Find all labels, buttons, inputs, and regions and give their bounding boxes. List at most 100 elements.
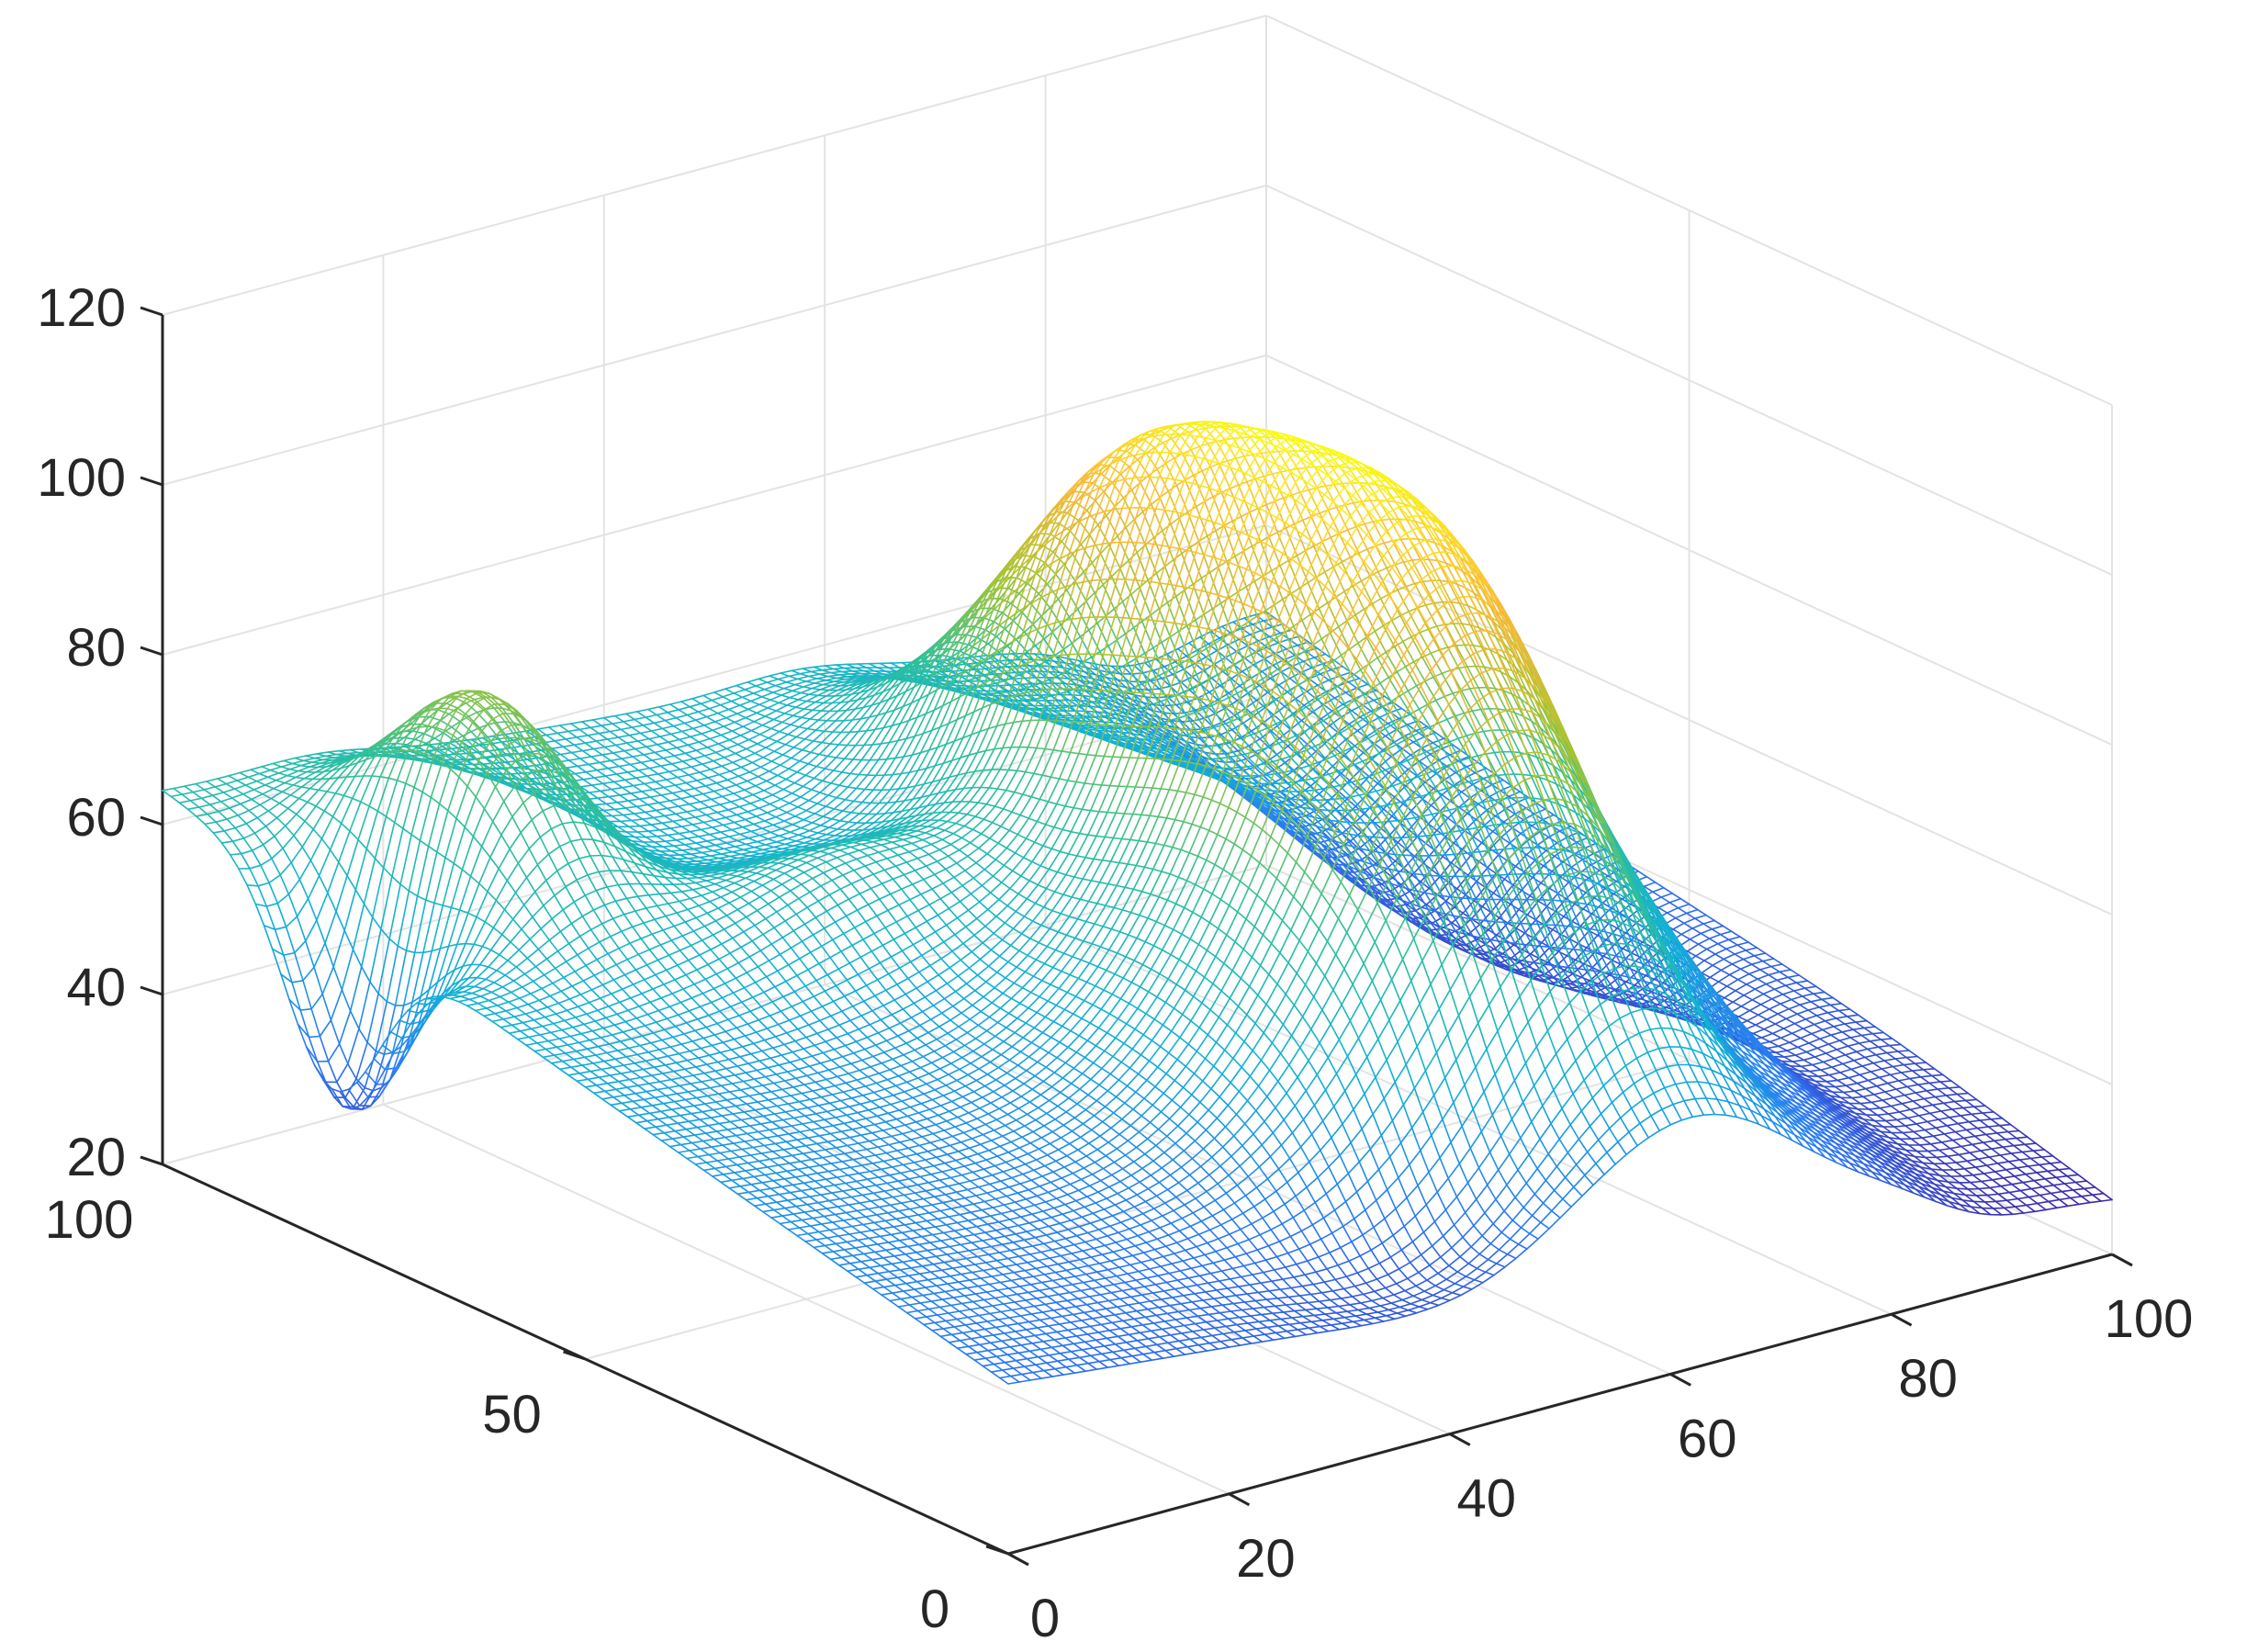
mesh-segment [572, 821, 586, 825]
mesh-segment [665, 912, 678, 917]
mesh-segment [254, 903, 268, 907]
mesh-segment [667, 900, 680, 905]
mesh-segment [826, 827, 838, 836]
mesh-segment [341, 949, 354, 991]
mesh-segment [500, 933, 511, 943]
mesh-segment [346, 874, 357, 891]
mesh-segment [770, 760, 781, 767]
mesh-segment [346, 1062, 357, 1080]
z-tick-mark [140, 815, 163, 826]
mesh-segment [788, 802, 799, 808]
mesh-segment [303, 777, 314, 781]
mesh-segment [560, 985, 573, 993]
mesh-segment [859, 813, 870, 815]
mesh-segment [730, 696, 744, 702]
mesh-segment [661, 725, 675, 730]
mesh-segment [777, 675, 791, 680]
mesh-segment [623, 721, 634, 728]
mesh-segment [695, 749, 706, 757]
mesh-segment [600, 854, 613, 858]
mesh-segment [647, 830, 658, 837]
mesh-segment [693, 787, 704, 795]
mesh-segment [634, 718, 645, 726]
mesh-segment [672, 845, 683, 851]
mesh-segment [821, 731, 834, 744]
mesh-segment [348, 754, 361, 767]
mesh-segment [476, 966, 489, 979]
mesh-segment [642, 722, 656, 726]
mesh-segment [701, 733, 712, 740]
mesh-segment [1181, 720, 1194, 723]
mesh-segment [363, 903, 374, 918]
mesh-segment [331, 1087, 344, 1107]
mesh-segment [493, 974, 507, 983]
mesh-segment [493, 982, 504, 988]
mesh-segment [603, 744, 617, 748]
mesh-segment [782, 687, 793, 692]
mesh-segment [595, 740, 606, 748]
mesh-segment [489, 949, 500, 956]
mesh-segment [510, 941, 520, 951]
mesh-segment [691, 824, 702, 831]
mesh-segment [447, 754, 461, 763]
mesh-segment [570, 915, 584, 925]
z-tick-mark [140, 646, 163, 657]
mesh-segment [631, 726, 642, 735]
mesh-segment [688, 803, 699, 811]
mesh-segment [634, 910, 645, 924]
mesh-segment [803, 837, 816, 844]
mesh-segment [371, 867, 385, 918]
mesh-segment [279, 861, 293, 876]
mesh-segment [655, 809, 666, 817]
mesh-segment [211, 794, 222, 803]
mesh-segment [254, 903, 265, 927]
mesh-segment [589, 855, 600, 873]
mesh-segment [792, 690, 802, 694]
mesh-segment [673, 752, 687, 757]
mesh-segment [343, 775, 356, 797]
mesh-segment [491, 718, 501, 732]
mesh-segment [683, 818, 694, 826]
mesh-segment [763, 820, 774, 826]
mesh-segment [758, 675, 770, 680]
mesh-segment [772, 843, 786, 848]
mesh-segment [539, 827, 553, 838]
mesh-segment [680, 826, 691, 833]
mesh-segment [335, 1081, 346, 1099]
mesh-segment [747, 738, 758, 745]
mesh-segment [257, 884, 268, 907]
mesh-segment [686, 876, 700, 880]
mesh-segment [527, 1003, 538, 1012]
mesh-segment [349, 801, 362, 832]
mesh-segment [271, 948, 285, 956]
mesh-segment [273, 835, 284, 849]
mesh-segment [424, 850, 438, 901]
mesh-segment [516, 1006, 527, 1015]
mesh-segment [461, 835, 475, 871]
mesh-segment [680, 891, 691, 900]
mesh-segment [826, 755, 837, 759]
mesh-segment [399, 833, 412, 885]
mesh-segment [636, 740, 647, 748]
mesh-segment [691, 697, 702, 705]
z-tick-mark [140, 306, 163, 317]
mesh-segment [532, 916, 542, 930]
mesh-segment [487, 953, 500, 968]
mesh-segment [618, 763, 632, 768]
mesh-segment [428, 715, 442, 722]
mesh-segment [377, 938, 390, 995]
mesh-segment [783, 706, 797, 714]
mesh-segment [844, 798, 855, 803]
mesh-segment [301, 828, 315, 848]
mesh-segment [327, 1043, 341, 1062]
mesh-segment [418, 725, 429, 728]
mesh-segment [415, 1002, 429, 1006]
mesh-segment [306, 766, 319, 773]
mesh-segment [767, 835, 781, 840]
mesh-segment [847, 786, 858, 790]
mesh-segment [841, 810, 852, 814]
mesh-segment [778, 702, 789, 706]
mesh-segment [706, 837, 719, 842]
mesh-segment [852, 800, 863, 804]
mesh-segment [792, 824, 803, 829]
